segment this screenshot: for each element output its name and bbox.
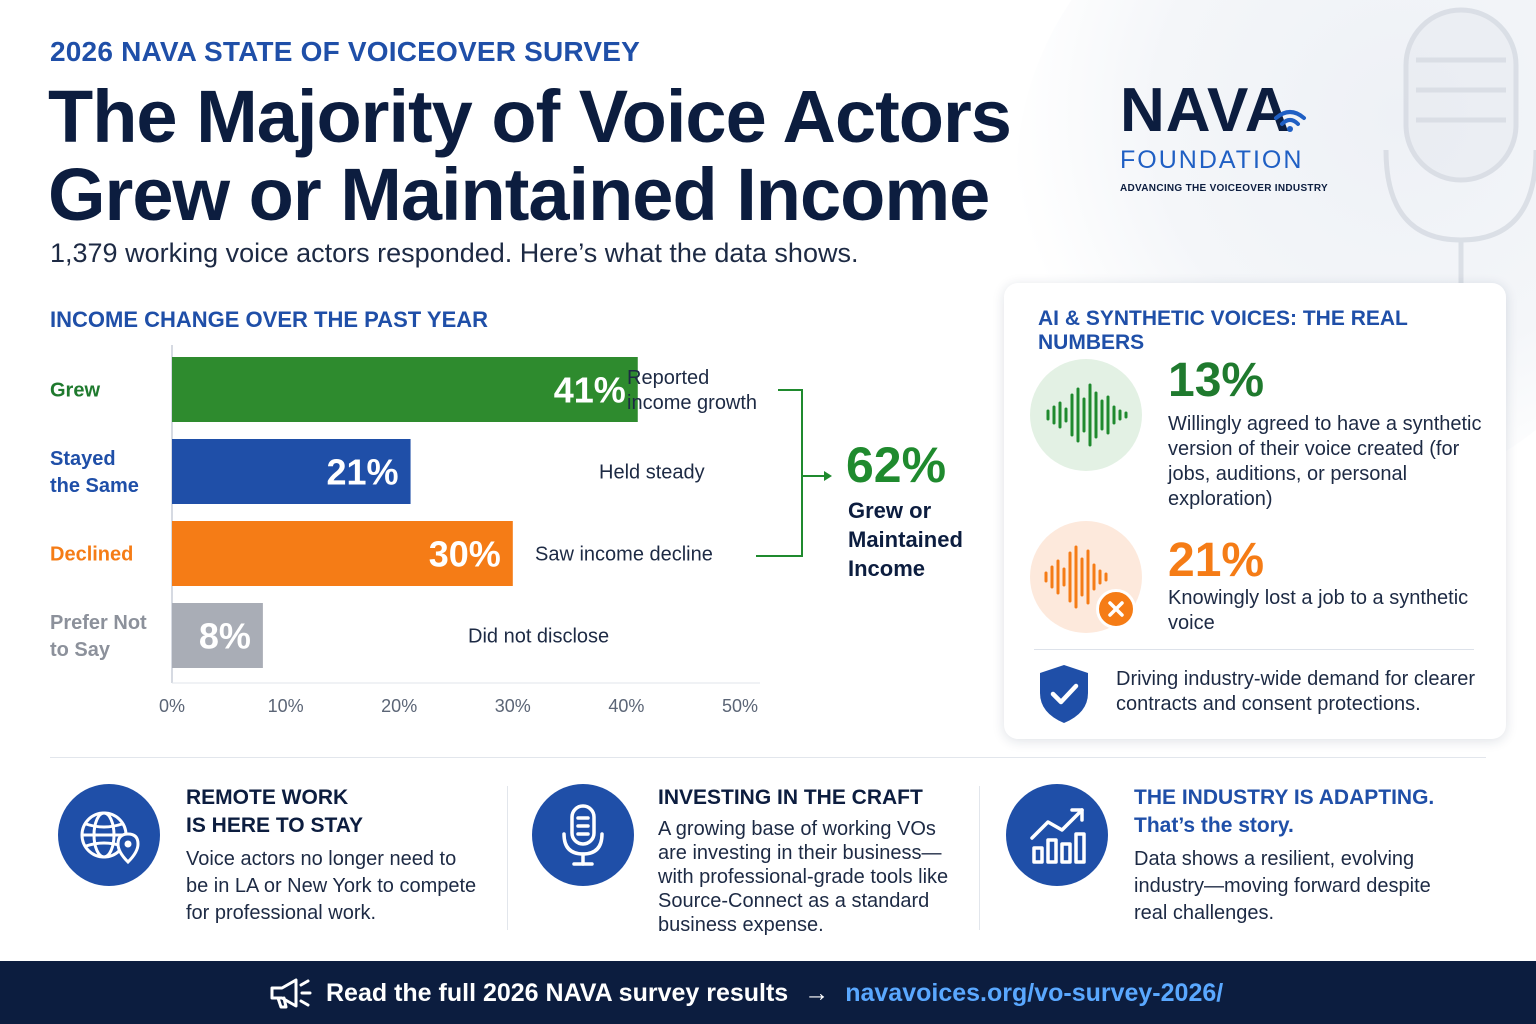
category-label: Prefer Not (50, 612, 147, 634)
survey-link[interactable]: navavoices.org/vo-survey-2026/ (845, 978, 1224, 1007)
shield-check-icon (1040, 665, 1088, 723)
bar-value-label: 30% (429, 534, 501, 575)
bar (172, 357, 638, 422)
category-label: Grew (50, 380, 100, 402)
bar-annotation: Saw income decline (535, 544, 713, 566)
ai-card-footer: Driving industry-wide demand for clearer… (1116, 668, 1476, 715)
stat-1-value: 13% (1168, 354, 1265, 407)
column-divider (507, 786, 508, 930)
bracket-arrowhead (824, 471, 832, 481)
callout-label: Grew or Maintained Income (848, 496, 1008, 583)
ai-card-title: AI & SYNTHETIC VOICES: THE REAL NUMBERS (1038, 307, 1408, 354)
footer-cta: Read the full 2026 NAVA survey results →… (266, 975, 1223, 1011)
globe-location-icon (58, 784, 160, 886)
ai-synthetic-voices-card: AI & SYNTHETIC VOICES: THE REAL NUMBERS (1004, 283, 1506, 739)
stat-2-text: Knowingly lost a job to a synthetic voic… (1168, 587, 1469, 634)
bar (172, 603, 263, 668)
x-tick-label: 30% (495, 696, 531, 716)
category-label: to Say (50, 639, 111, 661)
feature-2-title: INVESTING IN THE CRAFT (658, 784, 958, 812)
growth-chart-icon (1006, 784, 1108, 886)
waveform-icon (1030, 359, 1142, 471)
feature-2-body: A growing base of working VOs are invest… (658, 818, 949, 936)
income-bar-chart: 41% Grew Reported income growth 21% Stayed the… (50, 345, 832, 716)
page-title: The Majority of Voice Actors Grew or Mai… (48, 78, 1088, 234)
bar-annotation: Did not disclose (468, 626, 609, 648)
megaphone-icon (270, 978, 312, 1009)
summary-bracket (756, 389, 830, 557)
card-divider (1034, 649, 1474, 650)
chart-title: INCOME CHANGE OVER THE PAST YEAR (50, 307, 489, 332)
x-tick-label: 40% (608, 696, 644, 716)
bar-value-label: 8% (199, 616, 251, 657)
column-divider (979, 786, 980, 930)
x-tick-label: 0% (159, 696, 185, 716)
subheadline: 1,379 working voice actors responded. He… (50, 238, 859, 268)
logo-wordmark: NAVA (1120, 76, 1291, 145)
bar (172, 439, 411, 504)
survey-eyebrow: 2026 NAVA STATE OF VOICEOVER SURVEY (50, 36, 640, 67)
callout-line: Grew or (848, 498, 932, 523)
callout-line: Income (848, 556, 926, 581)
feature-title-line: THE INDUSTRY IS ADAPTING. (1134, 786, 1435, 809)
signal-icon (1274, 110, 1306, 132)
feature-3-body: Data shows a resilient, evolving industr… (1134, 848, 1431, 924)
footer-bar: Read the full 2026 NAVA survey results →… (0, 961, 1536, 1024)
callout-value: 62% (846, 437, 947, 493)
bar-annotation: Reported (627, 367, 709, 389)
x-tick-label: 20% (381, 696, 417, 716)
close-icon (1096, 589, 1136, 629)
x-tick-label: 50% (722, 696, 758, 716)
footer-text: Read the full 2026 NAVA survey results (326, 978, 789, 1007)
feature-title-line: REMOTE WORK (186, 786, 349, 809)
feature-1-title: REMOTE WORK IS HERE TO STAY (186, 784, 486, 840)
category-label: Declined (50, 544, 133, 566)
bar-annotation: Held steady (599, 462, 705, 484)
feature-title-accent: That’s the story. (1134, 814, 1294, 837)
arrow-right-icon: → (804, 978, 830, 1007)
bar (172, 521, 513, 586)
category-label: the Same (50, 475, 139, 497)
studio-microphone-icon (1383, 7, 1536, 320)
feature-title-line: IS HERE TO STAY (186, 814, 363, 837)
bar-value-label: 41% (554, 370, 626, 411)
stat-1-text: Willingly agreed to have a synthetic ver… (1168, 413, 1482, 510)
bar-annotation: income growth (627, 392, 757, 414)
feature-title-line: INVESTING IN THE CRAFT (658, 786, 923, 809)
nava-foundation-logo: NAVA FOUNDATION ADVANCING THE VOICEOVER … (1120, 76, 1340, 195)
stat-2-value: 21% (1168, 534, 1265, 587)
x-tick-label: 10% (268, 696, 304, 716)
microphone-icon (532, 784, 634, 886)
logo-foundation: FOUNDATION (1120, 146, 1304, 174)
feature-3-title: THE INDUSTRY IS ADAPTING. That’s the sto… (1134, 784, 1474, 840)
callout-line: Maintained (848, 527, 963, 552)
section-divider (50, 757, 1486, 758)
title-line-2: Grew or Maintained Income (48, 153, 990, 236)
feature-1-body: Voice actors no longer need to be in LA … (186, 848, 477, 924)
title-line-1: The Majority of Voice Actors (48, 75, 1012, 158)
bar-value-label: 21% (326, 452, 398, 493)
category-label: Stayed (50, 448, 116, 470)
logo-tagline: ADVANCING THE VOICEOVER INDUSTRY (1120, 183, 1328, 194)
